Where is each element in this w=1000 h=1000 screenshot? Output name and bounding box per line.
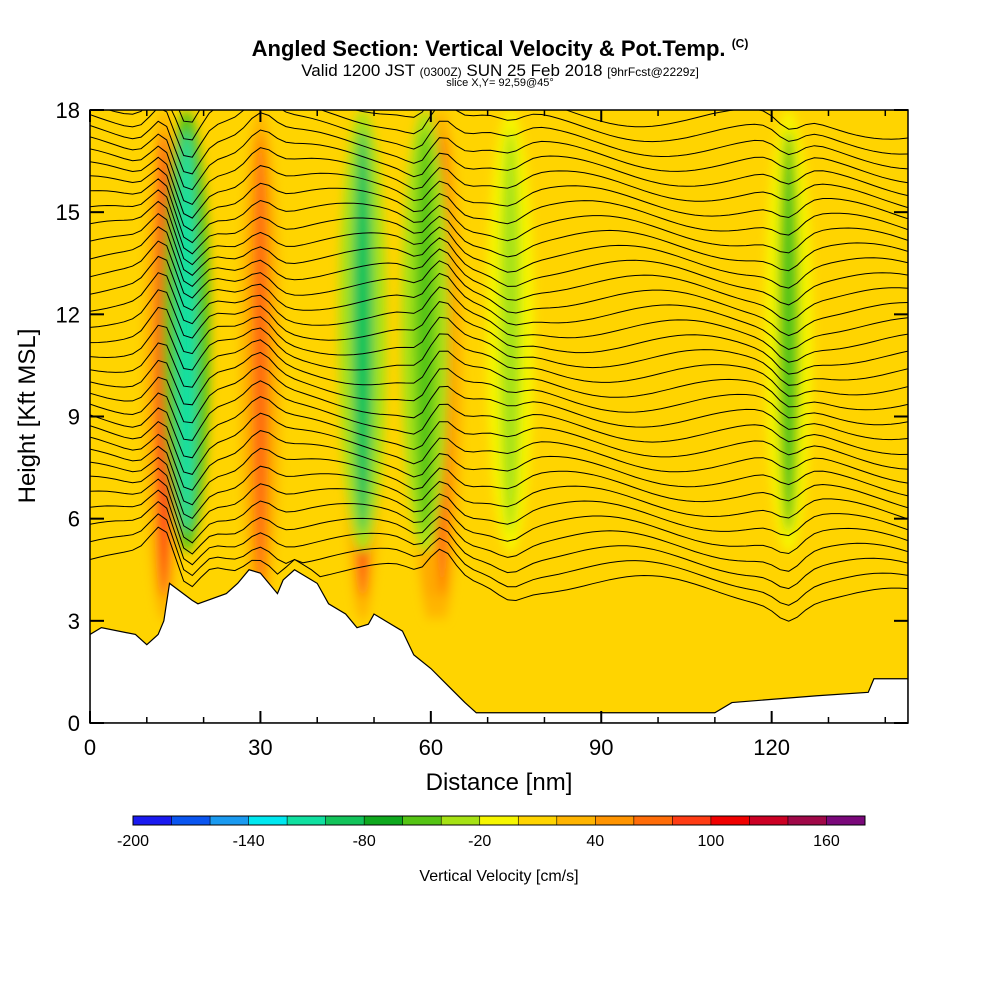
velocity-plume-core xyxy=(500,130,521,533)
theta-contour xyxy=(90,156,908,220)
theta-contour xyxy=(90,430,908,497)
theta-contour xyxy=(90,212,908,306)
theta-contour xyxy=(90,129,908,197)
colorbar-tick-label: -80 xyxy=(353,833,376,850)
valid-date: SUN 25 Feb 2018 xyxy=(466,61,603,80)
chart-title-main: Angled Section: Vertical Velocity & Pot.… xyxy=(251,36,726,61)
velocity-plume-core xyxy=(251,133,270,598)
colorbar-labels: -200 -140 -80 -20 40 100 160 xyxy=(117,833,840,850)
colorbar-swatch xyxy=(633,816,673,825)
y-tick-label: 3 xyxy=(68,609,80,634)
colorbar-swatch xyxy=(133,816,173,825)
potential-temperature-contours xyxy=(90,110,908,622)
chart-title: Angled Section: Vertical Velocity & Pot.… xyxy=(0,36,1000,62)
theta-contour xyxy=(90,226,908,322)
x-tick-label: 30 xyxy=(248,735,272,760)
theta-contour xyxy=(90,110,908,170)
y-tick-label: 9 xyxy=(68,405,80,430)
colorbar-swatch xyxy=(210,816,250,825)
velocity-plume-core xyxy=(352,130,374,533)
colorbar-swatch xyxy=(672,816,712,825)
colorbar-tick-label: -200 xyxy=(117,833,149,850)
colorbar-swatch xyxy=(287,816,327,825)
theta-contour xyxy=(90,255,908,350)
colorbar-swatch xyxy=(364,816,404,825)
colorbar-swatch xyxy=(171,816,211,825)
theta-contour xyxy=(90,396,908,470)
y-axis-title: Height [Kft MSL] xyxy=(14,329,41,504)
theta-contour xyxy=(90,189,908,272)
velocity-plume-core xyxy=(414,130,436,533)
theta-contour xyxy=(90,489,908,572)
x-tick-label: 120 xyxy=(753,735,790,760)
chart-subtitle: Valid 1200 JST (0300Z) SUN 25 Feb 2018 [… xyxy=(0,61,1000,81)
theta-contour xyxy=(90,240,908,337)
y-tick-label: 6 xyxy=(68,507,80,532)
colorbar-tick-label: 40 xyxy=(586,833,604,850)
colorbar-swatch xyxy=(595,816,635,825)
theta-contour xyxy=(90,513,908,606)
colorbar-tick-label: 160 xyxy=(813,833,840,850)
theta-contour xyxy=(90,456,908,520)
theta-contour xyxy=(90,445,908,509)
x-axis-title: Distance [nm] xyxy=(426,769,573,796)
theta-contour xyxy=(90,339,908,411)
x-tick-labels: 0 30 60 90 120 xyxy=(84,735,790,760)
theta-contour xyxy=(90,351,908,426)
y-tick-label: 15 xyxy=(56,200,80,225)
valid-prefix: Valid 1200 JST xyxy=(301,61,415,80)
colorbar-swatch xyxy=(787,816,827,825)
slice-info: slice X,Y= 92,59@45° xyxy=(446,77,554,89)
theta-contour xyxy=(90,178,908,254)
colorbar-swatch xyxy=(441,816,481,825)
theta-contour xyxy=(90,412,908,484)
theta-contour xyxy=(90,200,908,289)
colorbar-tick-label: -140 xyxy=(233,833,265,850)
theta-contour xyxy=(90,167,908,236)
y-tick-label: 0 xyxy=(68,711,80,736)
colorbar-swatch xyxy=(556,816,596,825)
theta-contour xyxy=(90,145,908,209)
y-tick-label: 18 xyxy=(56,98,80,123)
y-tick-labels: 0 3 6 9 12 15 18 xyxy=(56,98,80,736)
velocity-plume-core xyxy=(778,130,800,533)
theta-contour xyxy=(90,526,908,622)
colorbar-swatch xyxy=(749,816,789,825)
colorbar-swatch xyxy=(826,816,866,825)
theta-contour xyxy=(107,110,908,155)
colorbar-title: Vertical Velocity [cm/s] xyxy=(419,868,578,885)
terrain-profile xyxy=(90,569,908,723)
theta-contour xyxy=(90,324,908,397)
forecast-tag: [9hrFcst@2229z] xyxy=(607,65,699,79)
colorbar xyxy=(132,815,866,826)
theta-contour xyxy=(90,380,908,456)
theta-contour xyxy=(90,500,908,590)
x-tick-label: 0 xyxy=(84,735,96,760)
chart-title-tag: (C) xyxy=(731,36,749,51)
theta-contour xyxy=(90,306,908,386)
colorbar-frame xyxy=(132,815,866,826)
colorbar-swatch xyxy=(710,816,750,825)
colorbar-swatch xyxy=(479,816,519,825)
axis-ticks xyxy=(89,109,908,724)
colorbar-swatch xyxy=(518,816,558,825)
x-tick-label: 60 xyxy=(419,735,443,760)
theta-contour xyxy=(90,112,908,184)
colorbar-tick-label: 100 xyxy=(698,833,725,850)
theta-contour xyxy=(90,467,908,537)
x-tick-label: 90 xyxy=(589,735,613,760)
theta-contour xyxy=(90,289,908,375)
theta-contour xyxy=(90,272,908,363)
theta-contour xyxy=(90,365,908,441)
colorbar-tick-label: -20 xyxy=(468,833,491,850)
colorbar-swatch xyxy=(325,816,365,825)
valid-utc: (0300Z) xyxy=(419,65,462,79)
colorbar-swatch xyxy=(248,816,288,825)
theta-contour xyxy=(90,478,908,555)
colorbar-swatch xyxy=(402,816,442,825)
y-tick-label: 12 xyxy=(56,302,80,327)
